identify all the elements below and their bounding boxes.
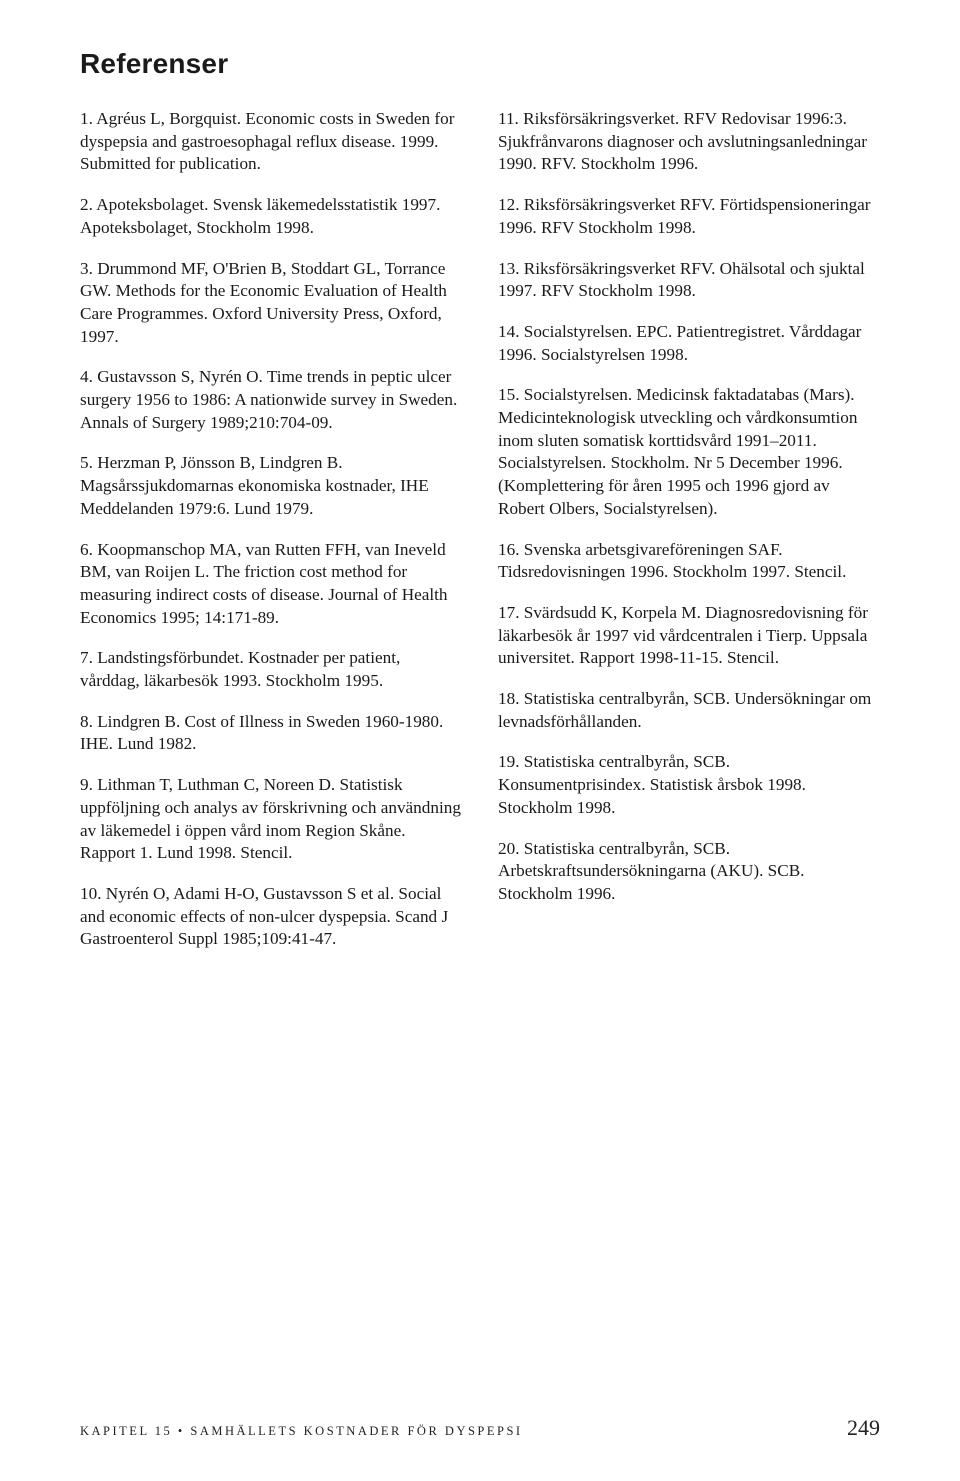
reference-item: 10. Nyrén O, Adami H-O, Gustavsson S et …	[80, 883, 462, 951]
reference-item: 7. Landstingsförbundet. Kostnader per pa…	[80, 647, 462, 692]
references-heading: Referenser	[80, 48, 880, 80]
reference-item: 19. Statistiska centralbyrån, SCB. Konsu…	[498, 751, 880, 819]
reference-item: 18. Statistiska centralbyrån, SCB. Under…	[498, 688, 880, 733]
reference-item: 15. Socialstyrelsen. Medicinsk faktadata…	[498, 384, 880, 520]
reference-item: 2. Apoteksbolaget. Svensk läkemedelsstat…	[80, 194, 462, 239]
reference-item: 17. Svärdsudd K, Korpela M. Diagnosredov…	[498, 602, 880, 670]
reference-item: 14. Socialstyrelsen. EPC. Patientregistr…	[498, 321, 880, 366]
reference-item: 13. Riksförsäkringsverket RFV. Ohälsotal…	[498, 258, 880, 303]
page-footer: KAPITEL 15 • SAMHÄLLETS KOSTNADER FÖR DY…	[80, 1415, 880, 1441]
reference-item: 8. Lindgren B. Cost of Illness in Sweden…	[80, 711, 462, 756]
reference-item: 11. Riksförsäkringsverket. RFV Redovisar…	[498, 108, 880, 176]
reference-item: 20. Statistiska centralbyrån, SCB. Arbet…	[498, 838, 880, 906]
footer-title: SAMHÄLLETS KOSTNADER FÖR DYSPEPSI	[190, 1424, 522, 1438]
references-columns: 1. Agréus L, Borgquist. Economic costs i…	[80, 108, 880, 951]
reference-item: 5. Herzman P, Jönsson B, Lindgren B. Mag…	[80, 452, 462, 520]
reference-item: 4. Gustavsson S, Nyrén O. Time trends in…	[80, 366, 462, 434]
reference-item: 6. Koopmanschop MA, van Rutten FFH, van …	[80, 539, 462, 630]
reference-item: 1. Agréus L, Borgquist. Economic costs i…	[80, 108, 462, 176]
reference-item: 16. Svenska arbetsgivareföreningen SAF. …	[498, 539, 880, 584]
footer-chapter-label: KAPITEL 15	[80, 1424, 172, 1438]
page-number: 249	[847, 1415, 880, 1441]
reference-item: 12. Riksförsäkringsverket RFV. Förtidspe…	[498, 194, 880, 239]
footer-chapter-info: KAPITEL 15 • SAMHÄLLETS KOSTNADER FÖR DY…	[80, 1424, 523, 1439]
footer-bullet: •	[178, 1424, 185, 1438]
reference-item: 3. Drummond MF, O'Brien B, Stoddart GL, …	[80, 258, 462, 349]
reference-item: 9. Lithman T, Luthman C, Noreen D. Stati…	[80, 774, 462, 865]
